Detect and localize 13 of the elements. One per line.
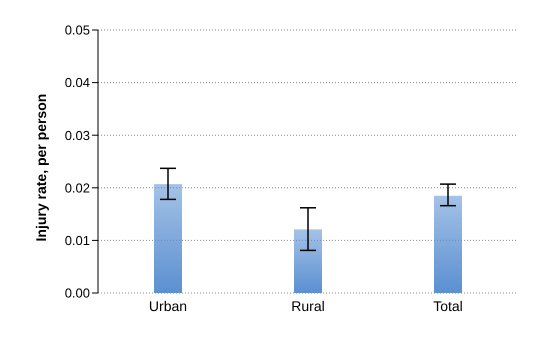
bar bbox=[434, 196, 462, 293]
x-tick-label: Total bbox=[433, 298, 463, 314]
y-tick-label: 0.02 bbox=[64, 180, 90, 196]
y-tick-label: 0.04 bbox=[64, 75, 90, 90]
bar bbox=[154, 184, 182, 293]
y-tick-label: 0.01 bbox=[64, 233, 90, 248]
y-tick-label: 0.03 bbox=[64, 128, 90, 143]
x-tick-label: Urban bbox=[148, 298, 188, 314]
x-tick-label: Rural bbox=[291, 298, 325, 314]
y-axis-title: Injury rate, per person bbox=[32, 94, 49, 242]
y-tick-label: 0.05 bbox=[64, 22, 90, 38]
bar bbox=[294, 229, 322, 293]
y-tick-label: 0.00 bbox=[64, 286, 90, 301]
